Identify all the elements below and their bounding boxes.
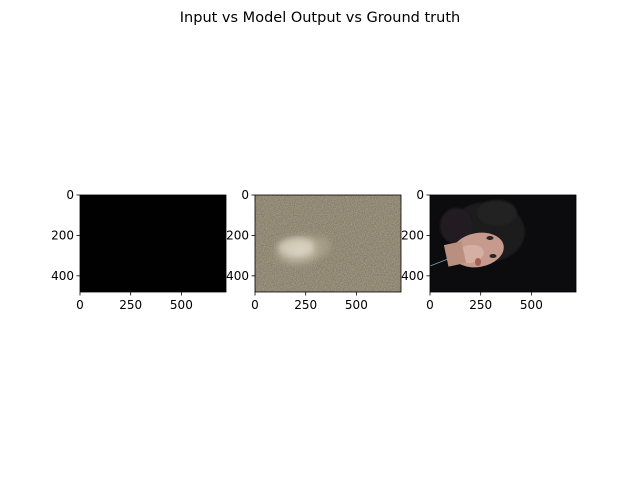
x-tick-label: 500 (345, 298, 368, 312)
x-tick-label: 250 (119, 298, 142, 312)
input-image-frame (79, 194, 227, 293)
ground-truth-lips (475, 258, 481, 266)
panel-input: 0 250 500 0 200 400 (51, 188, 227, 312)
y-tick-label: 400 (51, 269, 74, 283)
x-tick-label: 0 (251, 298, 259, 312)
ground-truth-hair-side (440, 208, 472, 244)
x-tick-label: 500 (170, 298, 193, 312)
model-output-image-frame (254, 194, 402, 293)
input-image (80, 195, 226, 292)
x-tick-label: 500 (520, 298, 543, 312)
x-tick-label: 0 (426, 298, 434, 312)
y-tick-label: 0 (66, 188, 74, 202)
figure-title: Input vs Model Output vs Ground truth (180, 10, 460, 26)
y-tick-label: 400 (401, 269, 424, 283)
ground-truth-image-frame (429, 194, 577, 293)
ground-truth-axes: 0 250 500 0 200 400 (401, 188, 543, 312)
y-tick-label: 200 (226, 228, 249, 242)
panel-ground-truth: 0 250 500 0 200 400 (401, 188, 577, 312)
input-axes: 0 250 500 0 200 400 (51, 188, 193, 312)
x-tick-label: 250 (469, 298, 492, 312)
ground-truth-hair-top (477, 200, 517, 226)
x-tick-label: 0 (76, 298, 84, 312)
ground-truth-eye (489, 254, 497, 258)
panel-model-output: 0 250 500 0 200 400 (226, 188, 402, 312)
y-tick-label: 0 (416, 188, 424, 202)
ground-truth-wire (430, 258, 449, 267)
y-tick-label: 0 (241, 188, 249, 202)
y-tick-label: 200 (51, 228, 74, 242)
y-tick-label: 400 (226, 269, 249, 283)
ground-truth-neck (443, 241, 467, 267)
model-output-axes: 0 250 500 0 200 400 (226, 188, 368, 312)
ground-truth-eye (486, 236, 494, 240)
y-tick-label: 200 (401, 228, 424, 242)
x-tick-label: 250 (294, 298, 317, 312)
model-output-streak (255, 259, 273, 267)
model-output-blob-core (278, 238, 314, 256)
model-output-blob-right (315, 236, 331, 256)
